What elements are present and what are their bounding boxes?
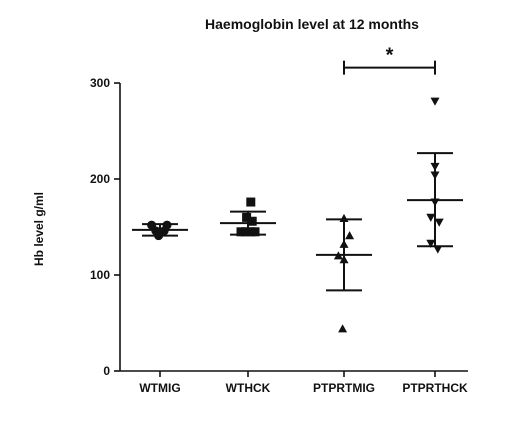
data-point (246, 197, 256, 207)
data-point (247, 216, 257, 226)
significance-label: * (386, 45, 394, 67)
group-ptprtmig (316, 213, 372, 333)
y-ticks: 0 100 200 300 (90, 76, 120, 378)
x-tick-label: WTMIG (139, 381, 180, 395)
y-tick-label: 300 (90, 76, 110, 90)
data-point (433, 245, 443, 254)
group-wthck (220, 197, 276, 237)
x-tick-label: PTPRTHCK (402, 381, 468, 395)
data-point (426, 239, 436, 248)
y-tick-label: 0 (103, 364, 110, 378)
chart-title: Haemoglobin level at 12 months (205, 16, 419, 32)
data-point (426, 213, 436, 222)
data-point (430, 97, 440, 106)
data-point (338, 324, 348, 333)
data-point (240, 227, 250, 237)
data-groups (132, 97, 463, 333)
data-point (250, 227, 260, 237)
data-point (242, 212, 252, 222)
y-axis-label: Hb level g/ml (32, 192, 46, 266)
data-point (345, 231, 355, 240)
annotations: * (343, 45, 436, 75)
y-tick-label: 200 (90, 172, 110, 186)
group-ptprthck (407, 97, 463, 254)
x-ticks: WTMIG WTHCK PTPRTMIG PTPRTHCK (139, 371, 468, 395)
data-point (434, 218, 444, 227)
y-tick-label: 100 (90, 268, 110, 282)
x-tick-label: WTHCK (226, 381, 271, 395)
x-tick-label: PTPRTMIG (313, 381, 375, 395)
group-wtmig (132, 220, 188, 241)
